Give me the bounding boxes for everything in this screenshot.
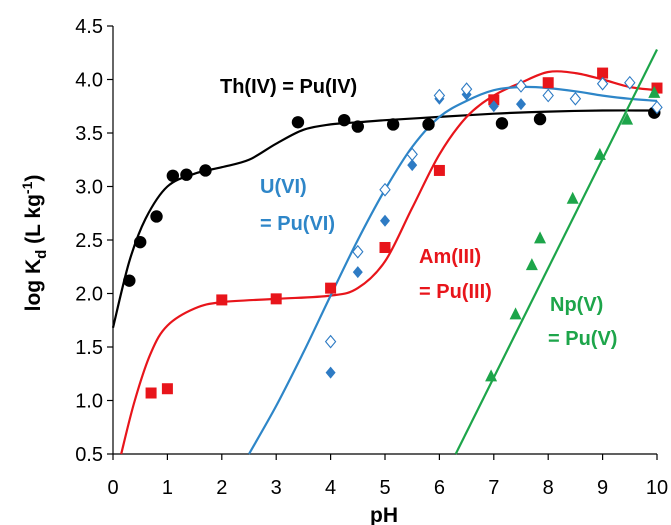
x-tick-label: 7 bbox=[488, 477, 499, 499]
y-tick-label: 2.0 bbox=[75, 284, 103, 306]
point-am bbox=[542, 77, 554, 89]
point-am bbox=[433, 164, 445, 176]
point-th bbox=[495, 117, 509, 130]
y-tick-label: 0.5 bbox=[75, 444, 103, 466]
point-u_filled bbox=[352, 266, 363, 279]
annotation-np-v: Np(V) bbox=[550, 294, 603, 316]
point-np bbox=[525, 258, 538, 271]
point-u_open bbox=[379, 182, 391, 197]
point-th bbox=[291, 116, 305, 129]
y-axis-title-close: ) bbox=[22, 175, 45, 182]
point-u_filled bbox=[380, 214, 390, 227]
fit-line-am bbox=[120, 70, 658, 455]
x-tick-label: 10 bbox=[646, 477, 668, 499]
y-axis-title-main: log K bbox=[22, 259, 45, 312]
point-th bbox=[338, 113, 351, 127]
annotation-th-pu-iv: Th(IV) = Pu(IV) bbox=[220, 76, 357, 98]
point-u_filled bbox=[407, 159, 418, 172]
point-am bbox=[145, 387, 157, 399]
y-tick-label: 3.5 bbox=[75, 123, 103, 145]
x-tick-label: 3 bbox=[271, 477, 282, 499]
point-am bbox=[379, 241, 391, 253]
annotation-am-iii: Am(III) bbox=[419, 246, 481, 268]
point-am bbox=[325, 282, 337, 294]
x-tick-label: 5 bbox=[379, 477, 390, 499]
y-tick-label: 4.5 bbox=[75, 16, 103, 38]
point-th bbox=[199, 164, 212, 177]
y-axis-title-sup: -1 bbox=[19, 181, 35, 194]
point-u_open bbox=[624, 75, 636, 90]
annotation-pu-vi: = Pu(VI) bbox=[260, 213, 335, 235]
point-u_open bbox=[515, 79, 527, 93]
point-th bbox=[351, 120, 364, 133]
fit-line-np bbox=[454, 49, 658, 455]
y-axis-title: log Kd (L kg-1) bbox=[19, 175, 50, 312]
point-th bbox=[150, 210, 163, 223]
point-np bbox=[485, 369, 498, 382]
point-u_filled bbox=[488, 100, 499, 113]
y-axis-title-sub: d bbox=[33, 250, 50, 259]
fit-lines bbox=[111, 49, 658, 455]
point-u_filled bbox=[516, 98, 526, 111]
point-am bbox=[270, 293, 282, 305]
point-th bbox=[166, 169, 180, 182]
fit-line-u_open bbox=[248, 85, 658, 455]
x-axis-title: pH bbox=[370, 504, 398, 525]
annotation-u-vi: U(VI) bbox=[260, 176, 307, 198]
axes: 0 1 2 3 4 5 6 7 8 9 10 0.5 1.0 1.5 2.0 2.5 3.0 3.5 4.0 4.5 bbox=[75, 16, 668, 499]
point-am bbox=[216, 294, 228, 306]
x-tick-label: 4 bbox=[325, 477, 336, 499]
point-th bbox=[180, 168, 193, 181]
annotation-pu-v: = Pu(V) bbox=[548, 328, 617, 350]
x-tick-label: 1 bbox=[162, 477, 173, 499]
point-u_open bbox=[433, 88, 446, 103]
x-tick-label: 6 bbox=[434, 477, 445, 499]
y-axis-title-unit: (L kg bbox=[22, 194, 45, 250]
fit-line-th bbox=[111, 109, 658, 328]
point-u_open bbox=[596, 76, 609, 91]
annotations: Th(IV) = Pu(IV) U(VI) = Pu(VI) Am(III) =… bbox=[220, 76, 617, 350]
data-points bbox=[123, 67, 663, 399]
point-u_open bbox=[542, 88, 554, 103]
point-u_open bbox=[406, 147, 418, 162]
x-tick-label: 9 bbox=[597, 477, 608, 499]
point-u_open bbox=[352, 244, 364, 259]
point-am bbox=[597, 67, 609, 79]
point-th bbox=[123, 274, 136, 287]
point-u_open bbox=[460, 82, 473, 96]
x-tick-label: 2 bbox=[216, 477, 227, 499]
y-tick-label: 3.0 bbox=[75, 177, 103, 199]
y-tick-label: 2.5 bbox=[75, 230, 103, 252]
point-np bbox=[648, 85, 661, 98]
x-tick-label: 8 bbox=[543, 477, 554, 499]
point-am bbox=[651, 82, 663, 94]
point-u_filled bbox=[325, 366, 336, 379]
x-tick-label: 0 bbox=[107, 477, 118, 499]
point-np bbox=[566, 191, 579, 204]
y-tick-label: 4.0 bbox=[75, 70, 103, 92]
annotation-pu-iii: = Pu(III) bbox=[419, 281, 492, 303]
point-np bbox=[621, 112, 634, 125]
point-th bbox=[422, 118, 435, 131]
point-th bbox=[533, 112, 547, 126]
point-u_open bbox=[651, 100, 663, 115]
point-np bbox=[593, 147, 606, 160]
point-am bbox=[161, 383, 173, 395]
y-tick-label: 1.5 bbox=[75, 337, 103, 359]
point-u_open bbox=[569, 91, 582, 106]
point-am bbox=[488, 94, 500, 106]
point-th bbox=[134, 235, 147, 249]
point-u_open bbox=[324, 334, 337, 349]
y-tick-label: 1.0 bbox=[75, 391, 103, 413]
point-np bbox=[534, 231, 547, 244]
point-th bbox=[386, 118, 400, 131]
point-np bbox=[509, 307, 522, 320]
